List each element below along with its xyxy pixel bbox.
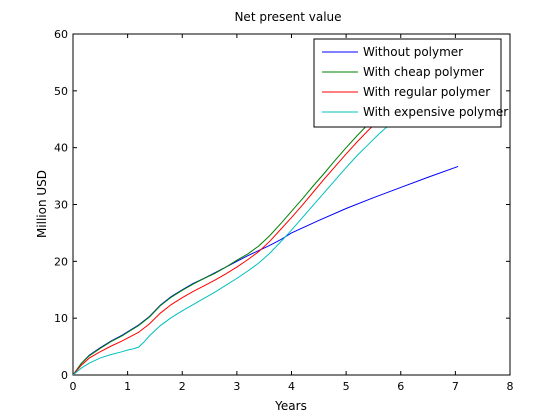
legend-label-1: Without polymer (363, 45, 463, 59)
y-tick-label: 60 (54, 28, 68, 41)
series-line-2 (73, 103, 391, 375)
x-tick-label: 4 (288, 380, 295, 393)
x-tick-label: 2 (179, 380, 186, 393)
legend-label-2: With cheap polymer (363, 65, 484, 79)
y-tick-label: 30 (54, 199, 68, 212)
y-axis-title: Million USD (35, 170, 49, 238)
y-axis: 0 10 20 30 40 50 60 (54, 28, 510, 382)
x-tick-label: 3 (233, 380, 240, 393)
legend-label-4: With expensive polymer (363, 105, 508, 119)
y-tick-label: 10 (54, 312, 68, 325)
y-tick-label: 0 (61, 369, 68, 382)
y-tick-label: 40 (54, 142, 68, 155)
series-line-4 (73, 114, 402, 375)
x-tick-label: 8 (507, 380, 514, 393)
x-axis: 0 1 2 3 4 5 6 7 8 (70, 34, 514, 393)
y-tick-label: 20 (54, 255, 68, 268)
x-tick-label: 5 (343, 380, 350, 393)
x-tick-label: 0 (70, 380, 77, 393)
x-tick-label: 1 (124, 380, 131, 393)
chart-title: Net present value (234, 10, 341, 24)
legend: Without polymer With cheap polymer With re… (313, 38, 508, 128)
series-line-3 (73, 109, 391, 375)
x-tick-label: 7 (452, 380, 459, 393)
y-tick-label: 50 (54, 85, 68, 98)
x-tick-label: 6 (397, 380, 404, 393)
legend-label-3: With regular polymer (363, 85, 490, 99)
series-lines (73, 103, 459, 375)
x-axis-title: Years (274, 399, 307, 413)
